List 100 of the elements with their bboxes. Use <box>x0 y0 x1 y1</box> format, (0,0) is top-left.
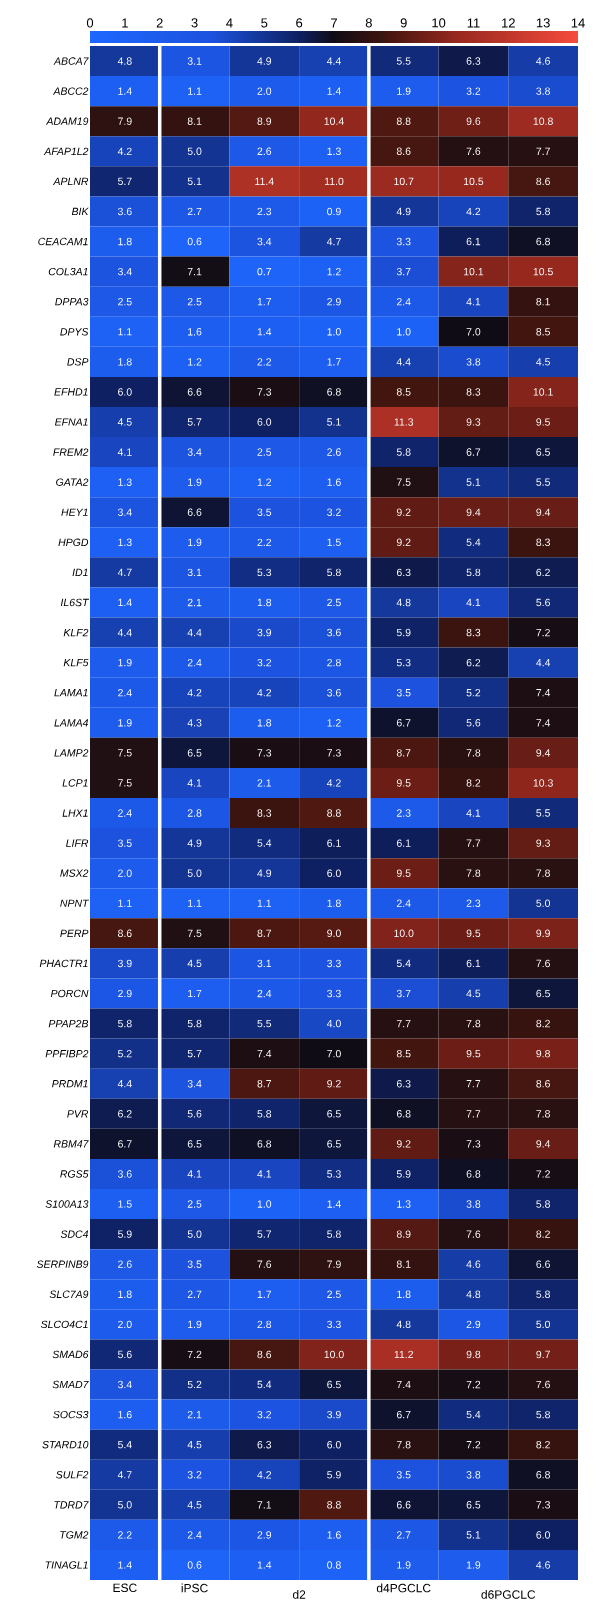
y-tick-label: KLF2 <box>63 628 89 637</box>
data-label: 9.4 <box>536 1140 551 1148</box>
data-label: 10.0 <box>394 929 414 938</box>
data-label: 6.3 <box>396 1080 411 1088</box>
data-label: 1.0 <box>397 328 411 336</box>
data-label: 7.2 <box>187 1350 202 1359</box>
data-label: 3.4 <box>117 1380 132 1389</box>
data-label: 7.5 <box>396 478 411 486</box>
data-label: 4.9 <box>257 869 272 877</box>
data-label: 3.1 <box>187 568 202 577</box>
data-label: 3.6 <box>327 688 341 697</box>
data-label: 3.6 <box>117 207 132 216</box>
data-label: 5.6 <box>117 1350 132 1359</box>
data-label: 2.8 <box>327 658 341 667</box>
data-label: 2.5 <box>187 1200 202 1208</box>
data-label: 8.7 <box>257 1080 272 1088</box>
data-label: 5.9 <box>396 628 411 637</box>
data-label: 1.0 <box>257 1200 272 1208</box>
data-label: 2.7 <box>187 1290 202 1298</box>
data-label: 6.5 <box>187 1140 202 1148</box>
data-label: 3.4 <box>117 267 132 276</box>
data-label: 3.8 <box>536 87 550 95</box>
data-label: 1.8 <box>397 1290 411 1298</box>
data-label: 8.3 <box>466 388 481 396</box>
data-label: 4.4 <box>117 628 132 637</box>
data-label: 9.0 <box>327 929 341 938</box>
data-label: 4.5 <box>187 1441 202 1449</box>
data-label: 8.5 <box>396 1049 411 1058</box>
data-label: 6.0 <box>118 388 132 396</box>
data-label: 4.7 <box>326 237 341 246</box>
data-label: 4.2 <box>117 147 132 155</box>
data-label: 7.8 <box>466 869 481 877</box>
y-tick-label: AFAP1L2 <box>43 147 89 155</box>
data-label: 7.8 <box>466 1019 481 1028</box>
data-label: 2.8 <box>187 809 202 817</box>
y-tick-label: PERP <box>60 929 89 937</box>
data-label: 4.5 <box>536 358 550 366</box>
data-label: 2.6 <box>257 147 272 156</box>
color-bar-label: 10 <box>432 18 446 28</box>
y-tick-label: RGS5 <box>60 1170 89 1178</box>
data-label: 8.8 <box>327 809 341 817</box>
y-tick-label: STARD10 <box>42 1440 89 1449</box>
data-label: 1.9 <box>118 719 132 727</box>
data-label: 8.6 <box>118 929 132 938</box>
data-label: 5.4 <box>117 1441 132 1449</box>
data-label: 6.8 <box>327 388 341 396</box>
data-label: 4.4 <box>536 659 551 667</box>
y-tick-label: SULF2 <box>56 1471 89 1479</box>
data-label: 6.5 <box>327 1140 341 1148</box>
data-label: 7.6 <box>536 959 550 968</box>
data-label: 11.3 <box>394 418 414 426</box>
data-label: 1.8 <box>118 358 132 366</box>
data-label: 1.7 <box>257 298 272 306</box>
data-label: 7.9 <box>118 117 132 125</box>
data-label: 5.7 <box>257 1230 272 1238</box>
color-bar-label: 2 <box>156 18 163 28</box>
data-label: 3.5 <box>187 1260 202 1268</box>
data-label: 1.6 <box>188 328 202 336</box>
data-label: 8.3 <box>466 628 481 637</box>
data-label: 1.3 <box>118 478 132 486</box>
y-tick-label: RBM47 <box>53 1140 89 1148</box>
data-label: 6.3 <box>257 1440 272 1449</box>
y-tick-label: DPYS <box>60 328 89 336</box>
data-label: 8.5 <box>396 388 411 396</box>
y-tick-label: PHACTR1 <box>39 959 88 968</box>
data-label: 7.0 <box>466 328 481 336</box>
color-bar-label: 7 <box>331 18 337 28</box>
data-label: 6.1 <box>327 839 341 847</box>
data-label: 7.1 <box>257 1501 272 1509</box>
data-label: 1.4 <box>257 1561 272 1569</box>
data-label: 6.8 <box>257 1140 272 1148</box>
data-label: 7.7 <box>466 839 481 847</box>
data-label: 4.9 <box>187 839 202 847</box>
data-label: 4.4 <box>187 628 202 637</box>
data-label: 6.6 <box>187 388 202 396</box>
color-bar-label: 9 <box>400 18 407 28</box>
data-label: 4.4 <box>326 57 341 65</box>
data-label: 6.8 <box>396 1110 411 1118</box>
data-label: 7.7 <box>466 1080 481 1088</box>
data-label: 3.9 <box>117 959 132 968</box>
data-label: 9.6 <box>466 117 481 125</box>
data-label: 3.9 <box>257 628 272 637</box>
data-label: 2.9 <box>118 989 132 998</box>
data-label: 0.8 <box>327 1561 341 1569</box>
data-label: 1.9 <box>397 87 411 95</box>
data-label: 5.0 <box>187 869 202 877</box>
data-label: 5.4 <box>466 538 481 546</box>
y-tick-label: ABCA7 <box>53 57 89 65</box>
data-label: 3.2 <box>257 1410 272 1419</box>
data-label: 5.2 <box>466 688 481 697</box>
data-label: 4.2 <box>187 689 202 697</box>
data-label: 2.1 <box>257 779 272 787</box>
y-tick-label: LAMP2 <box>54 749 89 757</box>
data-label: 5.8 <box>187 1019 202 1028</box>
data-label: 6.3 <box>466 57 481 65</box>
data-label: 8.5 <box>536 328 550 336</box>
data-label: 5.1 <box>187 177 202 186</box>
data-label: 8.6 <box>536 177 550 186</box>
y-tick-label: ADAM19 <box>45 117 89 125</box>
data-label: 7.3 <box>466 1140 481 1148</box>
